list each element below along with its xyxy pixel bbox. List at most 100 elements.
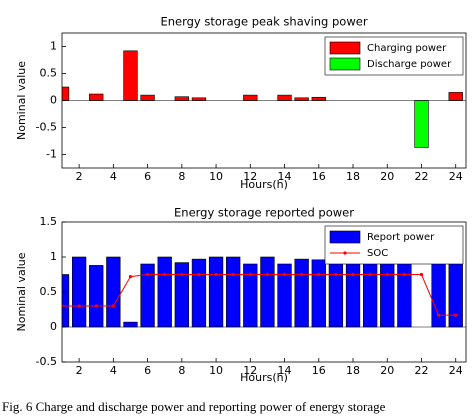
- bar: [89, 265, 104, 328]
- point: [231, 272, 235, 277]
- legend-label: Report power: [367, 232, 435, 243]
- y-tick-label: 1.5: [40, 215, 58, 228]
- point: [351, 272, 355, 277]
- y-tick-label: 0.5: [40, 67, 58, 80]
- x-tick-label: 16: [312, 170, 326, 183]
- x-axis-label: Hours(h): [240, 371, 288, 384]
- x-tick-label: 12: [243, 364, 257, 377]
- bar: [328, 256, 344, 328]
- x-tick-label: 20: [380, 364, 394, 377]
- y-tick-label: 1: [50, 40, 57, 53]
- chart-title: Energy storage peak shaving power: [160, 15, 367, 29]
- point: [214, 272, 218, 277]
- bar: [89, 93, 104, 101]
- caption: Fig. 6 Charge and discharge power and re…: [2, 399, 386, 414]
- point: [163, 272, 167, 277]
- bar: [106, 256, 121, 328]
- legend-marker: [343, 251, 347, 255]
- x-tick-label: 8: [178, 364, 185, 377]
- line: [62, 274, 456, 316]
- point: [317, 272, 321, 277]
- bar: [157, 256, 172, 328]
- plot: [62, 50, 463, 148]
- y-axis-label: Nominal value: [15, 252, 28, 331]
- legend-swatch: [329, 41, 361, 55]
- bar: [294, 258, 309, 328]
- bar: [123, 50, 138, 101]
- legend-label: Discharge power: [367, 59, 452, 70]
- x-tick-label: 14: [278, 364, 292, 377]
- bar: [311, 259, 326, 328]
- bar: [311, 96, 326, 101]
- bar: [62, 86, 70, 101]
- y-axis-label: Nominal value: [15, 61, 28, 140]
- point: [128, 275, 133, 279]
- bar: [277, 94, 292, 101]
- chart-title: Energy storage reported power: [174, 206, 354, 220]
- x-axis-label: Hours(h): [240, 178, 288, 191]
- x-tick-label: 4: [110, 364, 117, 377]
- point: [368, 272, 372, 277]
- point: [145, 272, 150, 277]
- point: [334, 272, 338, 277]
- point: [265, 272, 270, 277]
- x-tick-label: 6: [144, 170, 151, 183]
- legend-label: SOC: [367, 248, 388, 259]
- y-tick-label: 0: [50, 94, 57, 107]
- y-tick-label: -0.5: [36, 121, 57, 134]
- point: [437, 313, 441, 317]
- bar: [294, 97, 309, 101]
- x-tick-label: 10: [209, 170, 223, 183]
- bar: [62, 274, 70, 328]
- x-tick-label: 10: [209, 364, 223, 377]
- point: [385, 272, 389, 277]
- bar: [362, 258, 378, 328]
- bar: [431, 258, 446, 328]
- x-tick-label: 24: [449, 364, 463, 377]
- x-tick-label: 18: [346, 170, 360, 183]
- x-tick-label: 4: [110, 170, 117, 183]
- bar: [191, 258, 207, 328]
- point: [94, 304, 98, 308]
- bar: [414, 100, 429, 148]
- point: [111, 304, 115, 308]
- point: [282, 272, 287, 277]
- bar: [191, 97, 207, 101]
- point: [454, 313, 458, 317]
- y-tick-label: 0: [50, 320, 57, 333]
- x-tick-label: 24: [449, 170, 463, 183]
- point: [197, 272, 201, 277]
- x-tick-label: 20: [380, 170, 394, 183]
- bar: [448, 92, 463, 101]
- bar: [123, 321, 138, 328]
- bar: [174, 96, 189, 101]
- legend-swatch: [329, 230, 361, 244]
- x-tick-label: 22: [414, 364, 428, 377]
- y-tick-label: 0.5: [40, 285, 58, 298]
- y-tick-label: -0.5: [36, 355, 57, 368]
- legend-label: Charging power: [367, 43, 447, 54]
- bar: [174, 262, 189, 328]
- x-tick-label: 16: [312, 364, 326, 377]
- x-tick-label: 22: [414, 170, 428, 183]
- legend-swatch: [329, 57, 361, 71]
- x-tick-label: 2: [76, 364, 83, 377]
- point: [180, 272, 184, 277]
- y-tick-label: -1: [46, 148, 57, 161]
- x-tick-label: 18: [346, 364, 360, 377]
- point: [300, 272, 304, 277]
- x-tick-label: 2: [76, 170, 83, 183]
- bar: [380, 256, 395, 328]
- bar: [226, 256, 241, 328]
- point: [402, 272, 406, 277]
- point: [77, 304, 81, 308]
- x-tick-label: 8: [178, 170, 185, 183]
- bar: [260, 256, 275, 328]
- x-tick-label: 14: [278, 170, 292, 183]
- point: [248, 272, 252, 277]
- x-tick-label: 12: [243, 170, 257, 183]
- bar: [243, 94, 258, 101]
- bar: [71, 256, 87, 328]
- bar: [397, 256, 412, 328]
